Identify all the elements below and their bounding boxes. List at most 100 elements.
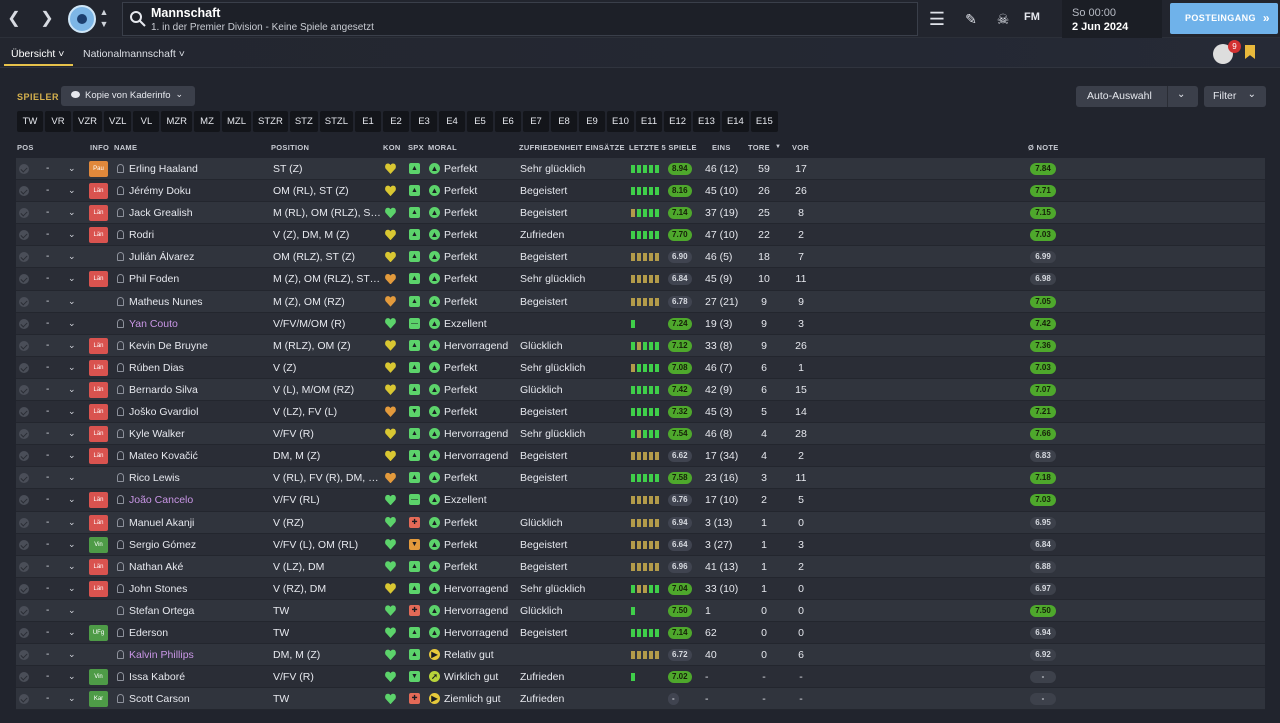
select-checkbox[interactable] (19, 539, 29, 550)
select-checkbox[interactable] (19, 340, 29, 351)
table-row[interactable]: - ⌄ Län Mateo Kovačić DM, M (Z) ▲ ▲ Hervorragen… (16, 445, 1265, 468)
chevron-down-icon[interactable]: ⌄ (68, 582, 76, 593)
col-note[interactable]: Ø NOTE (1028, 143, 1059, 152)
col-position[interactable]: POSITION (271, 143, 310, 152)
col-spx[interactable]: SPX (408, 143, 424, 152)
player-name[interactable]: Erling Haaland (129, 163, 198, 175)
player-name[interactable]: Nathan Aké (129, 560, 184, 573)
pos-value[interactable]: - (46, 626, 50, 638)
chevron-down-icon[interactable]: ⌄ (68, 383, 76, 394)
position-filter-button[interactable]: E7 (523, 111, 550, 132)
edit-icon[interactable]: ✎ (965, 11, 977, 27)
position-filter-button[interactable]: E8 (551, 111, 578, 132)
select-checkbox[interactable] (19, 384, 29, 395)
date-display[interactable]: So 00:00 2 Jun 2024 (1062, 0, 1162, 38)
pos-value[interactable]: - (46, 185, 50, 197)
chevron-down-icon[interactable]: ⌄ (68, 450, 76, 461)
position-filter-button[interactable]: MZR (161, 111, 193, 132)
select-checkbox[interactable] (19, 274, 29, 285)
select-checkbox[interactable] (19, 694, 29, 705)
col-moral[interactable]: MORAL (428, 143, 457, 152)
table-row[interactable]: - ⌄ Län Manuel Akanji V (RZ) ✚ ▲ Perfekt Glückli… (16, 511, 1265, 534)
player-name[interactable]: Sergio Gómez (129, 538, 197, 551)
select-checkbox[interactable] (19, 164, 29, 174)
player-name[interactable]: Matheus Nunes (129, 295, 203, 308)
view-select-button[interactable]: Kopie von Kaderinfo ⌄ (61, 86, 195, 106)
table-row[interactable]: - ⌄ Vin Sergio Gómez V/FV (L), OM (RL) ▼ ▲ Perf… (16, 533, 1265, 556)
forward-arrow-icon[interactable]: ❯ (40, 10, 54, 27)
table-row[interactable]: - ⌄ Län Phil Foden M (Z), OM (RLZ), ST (Z) ▲ ▲… (16, 268, 1265, 291)
pos-value[interactable]: - (46, 538, 50, 550)
player-name[interactable]: Scott Carson (129, 693, 190, 706)
chevron-down-icon[interactable]: ⌄ (68, 560, 76, 571)
player-name[interactable]: Kalvin Phillips (129, 649, 194, 662)
position-filter-button[interactable]: VZR (73, 111, 102, 132)
position-filter-button[interactable]: MZL (222, 111, 252, 132)
position-filter-button[interactable]: VR (45, 111, 71, 132)
chevron-down-icon[interactable]: ⌄ (68, 671, 76, 682)
position-filter-button[interactable]: E1 (355, 111, 382, 132)
pos-value[interactable]: - (46, 560, 50, 572)
pos-value[interactable]: - (46, 671, 50, 683)
pos-value[interactable]: - (46, 516, 50, 528)
pos-value[interactable]: - (46, 251, 50, 263)
search-box[interactable]: Mannschaft 1. in der Premier Division - … (122, 2, 918, 36)
table-row[interactable]: - ⌄ Kalvin Phillips DM, M (Z) ▲ ▶ Relativ gut 6… (16, 644, 1265, 667)
chevron-down-icon[interactable]: ⌄ (68, 516, 76, 527)
chevron-down-icon[interactable]: ⌄ (68, 361, 76, 372)
col-letzte[interactable]: LETZTE 5 SPIELE (629, 143, 697, 152)
col-pos[interactable]: POS (17, 143, 34, 152)
select-checkbox[interactable] (19, 517, 29, 528)
bookmark-icon[interactable] (1245, 45, 1255, 59)
pos-value[interactable]: - (46, 582, 50, 594)
select-checkbox[interactable] (19, 186, 29, 197)
chevron-down-icon[interactable]: ⌄ (68, 494, 76, 505)
position-filter-button[interactable]: STZL (319, 111, 354, 132)
position-filter-button[interactable]: E11 (635, 111, 663, 132)
col-kon[interactable]: KON (383, 143, 401, 152)
player-name[interactable]: John Stones (129, 582, 188, 595)
chevron-down-icon[interactable]: ⌄ (68, 604, 76, 615)
select-checkbox[interactable] (19, 495, 29, 506)
fm-logo[interactable]: FM (1024, 11, 1040, 23)
position-filter-button[interactable]: E2 (383, 111, 410, 132)
position-filter-button[interactable]: VZL (104, 111, 132, 132)
skull-icon[interactable]: ☠ (996, 11, 1010, 27)
table-row[interactable]: - ⌄ Län Rodri V (Z), DM, M (Z) ▲ ▲ Perfekt Zufri… (16, 224, 1265, 247)
menu-icon[interactable]: ☰ (928, 9, 946, 29)
pos-value[interactable]: - (46, 649, 50, 661)
table-row[interactable]: - ⌄ Län Joško Gvardiol V (LZ), FV (L) ▼ ▲ Perfe… (16, 401, 1265, 424)
back-arrow-icon[interactable]: ❮ (7, 10, 21, 27)
player-name[interactable]: Issa Kaboré (129, 671, 186, 684)
pos-value[interactable]: - (46, 450, 50, 462)
col-vor[interactable]: VOR (792, 143, 810, 152)
position-filter-button[interactable]: E9 (579, 111, 606, 132)
player-name[interactable]: Stefan Ortega (129, 604, 195, 617)
filter-button[interactable]: Filter ⌄ (1204, 86, 1266, 107)
pos-value[interactable]: - (46, 317, 50, 329)
table-row[interactable]: - ⌄ Yan Couto V/FV/M/OM (R) — ▲ Exzellent 7.24 1… (16, 312, 1265, 335)
position-filter-button[interactable]: E13 (693, 111, 720, 132)
select-checkbox[interactable] (19, 627, 29, 638)
position-filter-button[interactable]: STZR (253, 111, 288, 132)
chevron-down-icon[interactable]: ⌄ (68, 649, 76, 660)
pos-value[interactable]: - (46, 339, 50, 351)
pos-value[interactable]: - (46, 383, 50, 395)
col-name[interactable]: NAME (114, 143, 138, 152)
player-name[interactable]: Ederson (129, 626, 169, 639)
pos-value[interactable]: - (46, 428, 50, 440)
table-row[interactable]: - ⌄ Kar Scott Carson TW ✚ ▶ Ziemlich gut Zufried… (16, 688, 1265, 711)
player-name[interactable]: Joško Gvardiol (129, 406, 199, 419)
position-filter-button[interactable]: TW (17, 111, 43, 132)
club-switch-arrows-icon[interactable]: ▲ ▼ (99, 7, 109, 29)
pos-value[interactable]: - (46, 604, 50, 616)
select-checkbox[interactable] (19, 672, 29, 683)
chevron-down-icon[interactable]: ⌄ (68, 339, 76, 350)
sort-desc-icon[interactable]: ▼ (775, 144, 782, 150)
tab-uebersicht[interactable]: Übersicht ˅ (11, 48, 65, 60)
player-name[interactable]: Kevin De Bruyne (129, 339, 208, 352)
position-filter-button[interactable]: E4 (439, 111, 466, 132)
chevron-down-icon[interactable]: ⌄ (68, 693, 76, 704)
select-checkbox[interactable] (19, 362, 29, 373)
chevron-down-icon[interactable]: ⌄ (68, 428, 76, 439)
